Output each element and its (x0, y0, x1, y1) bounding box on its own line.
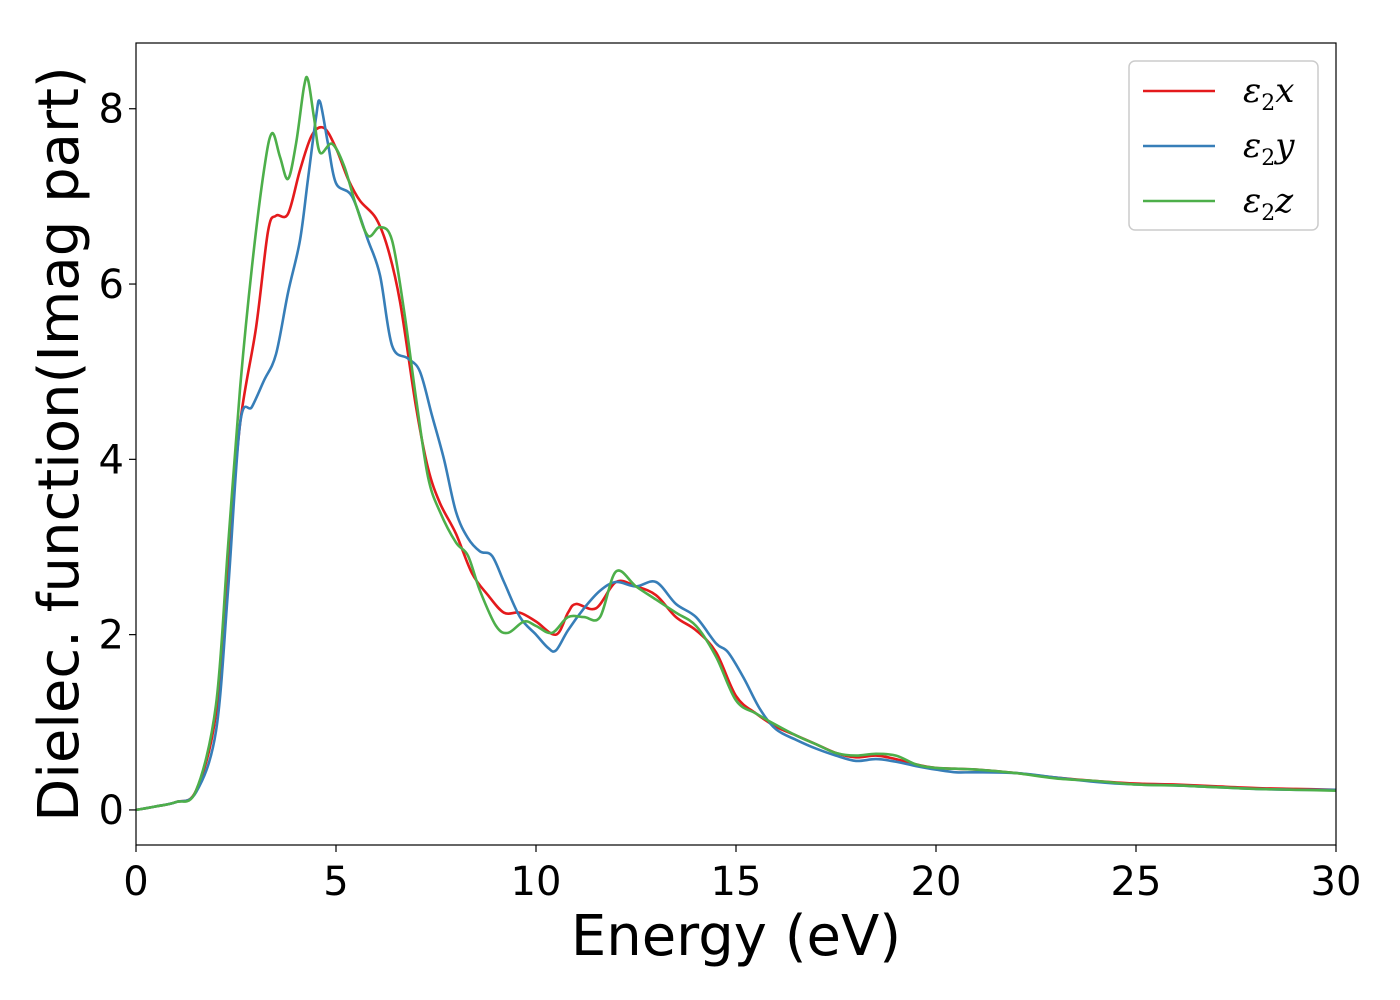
y-tick-label: 8 (99, 87, 124, 133)
x-tick-label: 25 (1111, 859, 1162, 905)
y-tick-label: 2 (99, 613, 124, 659)
series-line-z (136, 75, 1336, 812)
legend: ε2x ε2y ε2z (1128, 60, 1319, 231)
legend-label-y: ε2y (1243, 126, 1295, 171)
x-tick-label: 0 (123, 859, 148, 905)
ticks-layer: 0 5 10 15 20 25 30 0 2 4 6 8 (99, 87, 1362, 905)
legend-label-z: ε2z (1243, 181, 1294, 226)
x-tick-label: 15 (711, 859, 762, 905)
series-layer (136, 75, 1336, 812)
y-tick-label: 0 (99, 788, 124, 834)
x-axis-label: Energy (eV) (571, 904, 901, 969)
legend-box (1128, 60, 1319, 231)
legend-label-x: ε2x (1243, 71, 1294, 116)
y-tick-label: 4 (99, 437, 124, 483)
x-tick-label: 30 (1311, 859, 1362, 905)
series-line-y (136, 99, 1336, 812)
y-axis-label: Dielec. function(Imag part) (27, 66, 92, 822)
y-tick-label: 6 (99, 262, 124, 308)
x-tick-label: 20 (911, 859, 962, 905)
x-tick-label: 10 (511, 859, 562, 905)
x-tick-label: 5 (323, 859, 348, 905)
